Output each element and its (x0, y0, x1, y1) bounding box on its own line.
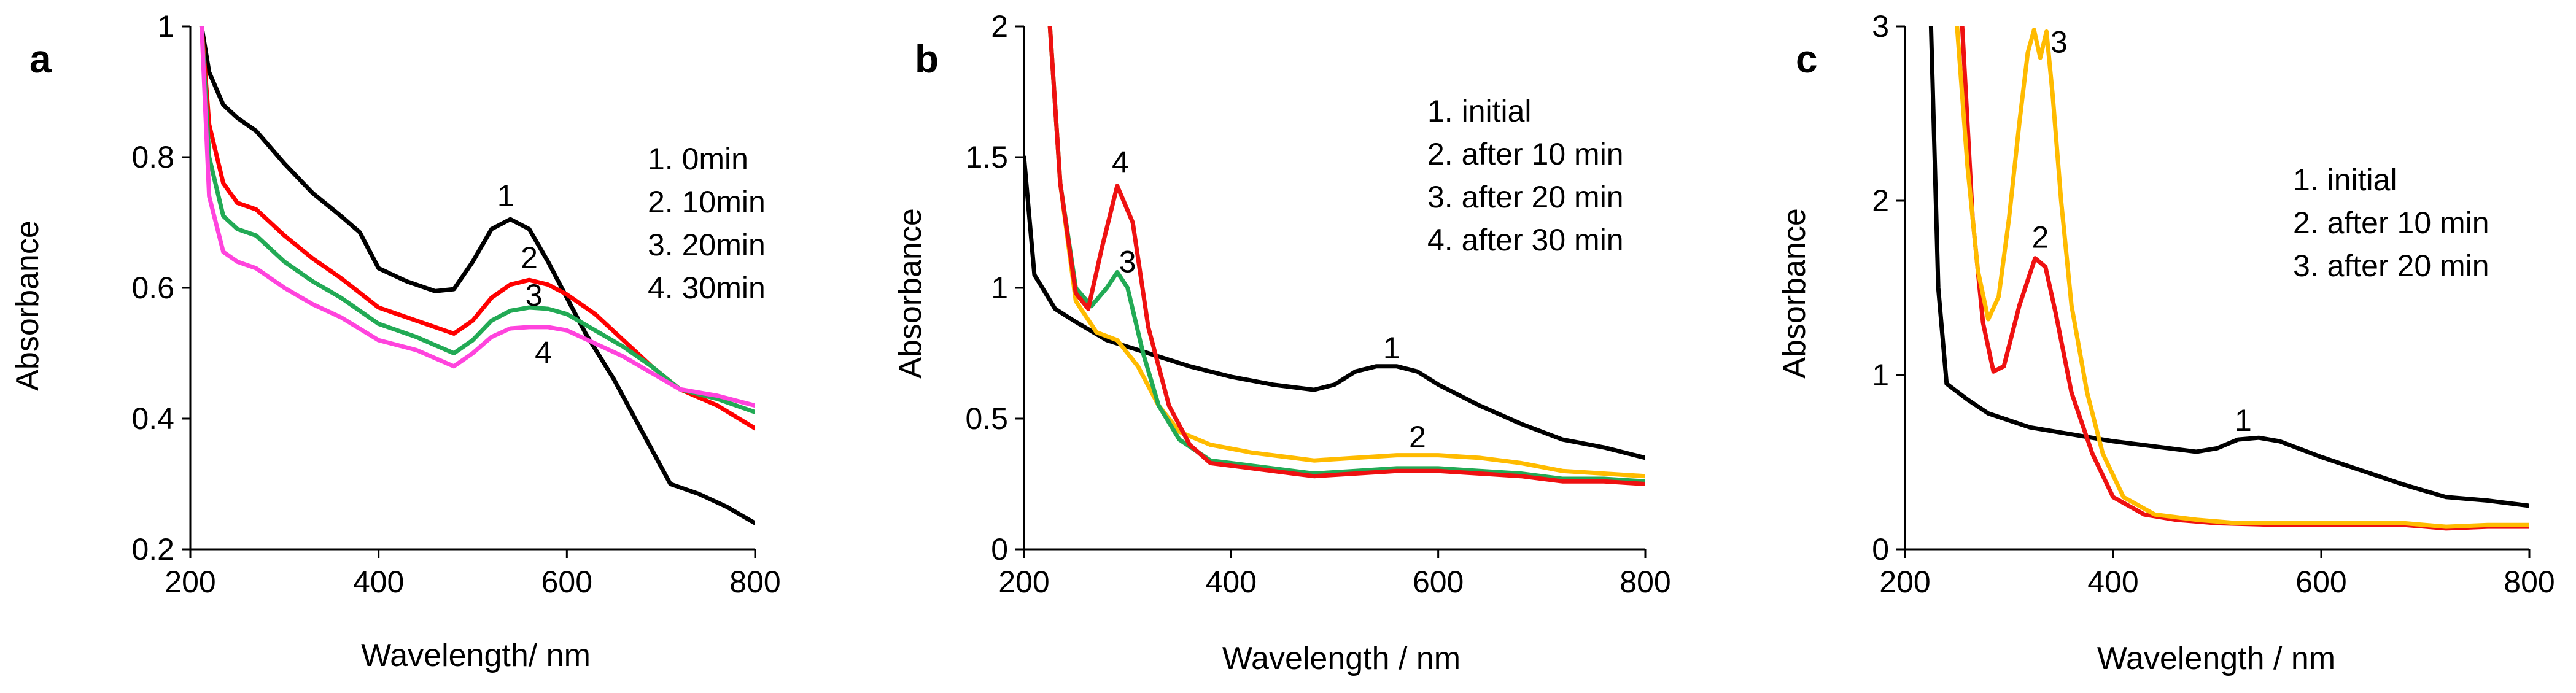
panel-letter: a (29, 37, 52, 81)
legend-entry: 3. after 20 min (1427, 180, 1624, 214)
legend-entry: 3. after 20 min (2293, 249, 2489, 283)
y-tick-label: 2 (1872, 184, 1889, 218)
legend: 1. 0min 2. 10min 3. 20min 4. 30min (648, 142, 766, 305)
series-line-3 (1955, 26, 2529, 529)
series-group (1928, 26, 2529, 531)
legend-entry: 2. after 10 min (1427, 137, 1624, 171)
curve-label-4: 4 (1112, 145, 1129, 180)
x-tick-label: 200 (998, 565, 1049, 599)
legend-entry: 4. 30min (648, 271, 766, 305)
x-tick-label: 400 (1206, 565, 1257, 599)
x-tick-label: 600 (1413, 565, 1464, 599)
curve-label-2: 2 (2031, 220, 2049, 255)
series-group (199, 26, 755, 525)
curve-label-3: 3 (2050, 25, 2068, 60)
series-line-3 (1047, 26, 1645, 484)
curve-label-3: 3 (526, 278, 543, 312)
y-tick-label: 1 (157, 9, 174, 44)
x-tick-label: 800 (1620, 565, 1670, 599)
y-tick-label: 0.5 (965, 401, 1008, 436)
legend: 1. initial 2. after 10 min 3. after 20 m… (2293, 163, 2489, 283)
x-tick-label: 800 (2504, 565, 2555, 599)
x-axis-title: Wavelength / nm (1222, 641, 1461, 676)
panel-letter: c (1796, 37, 1818, 81)
series-line-1 (1928, 26, 2529, 508)
curve-label-1: 1 (497, 179, 514, 213)
panel-c: c Wavelength / nm Absorbance 1. initial … (1777, 9, 2555, 676)
curve-label-4: 4 (535, 335, 552, 370)
x-tick-label: 600 (541, 565, 592, 599)
series-line-3 (199, 26, 755, 414)
y-tick-label: 0.8 (131, 140, 174, 174)
legend-entry: 1. 0min (648, 142, 748, 176)
x-tick-label: 600 (2295, 565, 2346, 599)
y-tick-label: 3 (1872, 9, 1889, 44)
legend-entry: 3. 20min (648, 228, 766, 262)
series-line-1 (199, 26, 755, 525)
y-tick-label: 1 (1872, 358, 1889, 392)
series-group (1024, 26, 1645, 486)
legend-entry: 1. initial (1427, 94, 1532, 128)
y-tick-label: 1 (991, 271, 1008, 305)
curve-label-2: 2 (521, 241, 538, 275)
legend-entry: 1. initial (2293, 163, 2397, 197)
y-tick-label: 0 (991, 532, 1008, 567)
y-tick-label: 1.5 (965, 140, 1008, 174)
y-axis-title: Absorbance (893, 208, 928, 379)
curve-label-3: 3 (1119, 244, 1136, 279)
y-tick-label: 0.2 (131, 532, 174, 567)
series-line-1 (1024, 155, 1645, 460)
x-tick-label: 800 (729, 565, 780, 599)
y-axis-title: Absorbance (10, 220, 45, 391)
legend: 1. initial 2. after 10 min 3. after 20 m… (1427, 94, 1624, 257)
x-tick-label: 400 (2087, 565, 2138, 599)
x-tick-label: 200 (165, 565, 215, 599)
legend-entry: 2. after 10 min (2293, 206, 2489, 240)
curve-label-2: 2 (1409, 420, 1426, 454)
series-line-2 (199, 26, 755, 431)
panel-letter: b (915, 37, 939, 81)
y-axis-title: Absorbance (1777, 208, 1812, 379)
x-axis-title: Wavelength/ nm (361, 638, 591, 673)
series-line-2 (1047, 26, 1645, 479)
y-tick-label: 2 (991, 9, 1008, 44)
y-tick-label: 0 (1872, 532, 1889, 567)
curve-label-1: 1 (2235, 403, 2252, 438)
curve-label-1: 1 (1383, 331, 1400, 365)
x-axis-title: Wavelength / nm (2097, 641, 2335, 676)
series-line-4 (199, 26, 755, 408)
legend-entry: 4. after 30 min (1427, 223, 1624, 257)
x-tick-label: 200 (1879, 565, 1930, 599)
x-tick-label: 400 (353, 565, 404, 599)
series-line-4 (1047, 26, 1645, 486)
y-tick-label: 0.6 (131, 271, 174, 305)
y-tick-label: 0.4 (131, 401, 174, 436)
panel-b: b Wavelength / nm Absorbance 1. initial … (893, 9, 1671, 676)
panel-a: a Wavelength/ nm Absorbance 1. 0min 2. 1… (10, 9, 781, 673)
legend-entry: 2. 10min (648, 185, 766, 219)
